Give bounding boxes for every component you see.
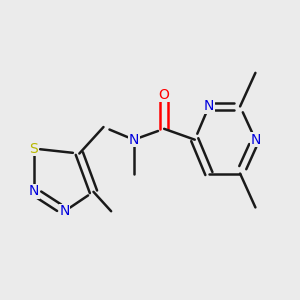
Text: N: N [204, 99, 214, 113]
Text: O: O [159, 88, 170, 102]
Text: N: N [59, 204, 70, 218]
Text: N: N [129, 133, 139, 147]
Text: N: N [250, 133, 261, 147]
Text: N: N [28, 184, 39, 198]
Text: S: S [29, 142, 38, 155]
